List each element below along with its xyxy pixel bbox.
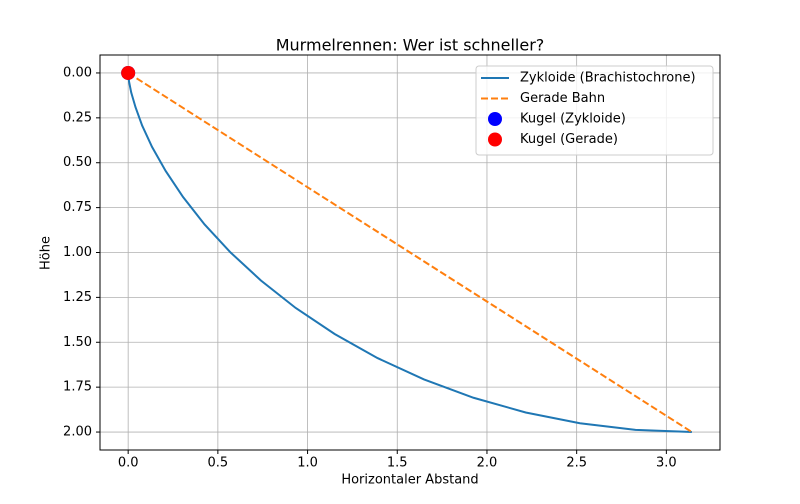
- y-tick-label: 0.75: [63, 200, 92, 215]
- legend-label: Kugel (Zykloide): [520, 112, 626, 127]
- chart-title: Murmelrennen: Wer ist schneller?: [276, 36, 545, 55]
- marker: [121, 65, 136, 80]
- x-tick-label: 2.5: [566, 456, 587, 471]
- series-line: [127, 72, 692, 434]
- y-tick-label: 1.25: [63, 290, 92, 305]
- x-axis-label: Horizontaler Abstand: [341, 473, 478, 488]
- legend-box: [475, 65, 714, 156]
- y-tick-label: 0.25: [63, 110, 92, 125]
- legend-marker: [488, 132, 502, 147]
- y-axis-label: Höhe: [39, 236, 54, 270]
- x-tick-label: 1.0: [297, 456, 318, 471]
- x-tick-label: 3.0: [656, 456, 677, 471]
- legend-marker: [488, 112, 502, 126]
- y-tick-label: 1.50: [63, 335, 92, 350]
- y-tick-label: 1.75: [63, 380, 92, 395]
- y-tick-label: 0.50: [63, 155, 92, 170]
- y-tick-label: 0.00: [63, 65, 92, 80]
- x-tick-label: 2.0: [477, 456, 498, 471]
- x-tick-label: 0.5: [208, 456, 229, 471]
- x-tick-label: 0.0: [118, 456, 139, 471]
- legend-label: Kugel (Gerade): [520, 132, 618, 147]
- legend-label: Gerade Bahn: [520, 91, 605, 106]
- series-line: [127, 72, 693, 433]
- legend-label: Zykloide (Brachistochrone): [520, 71, 696, 86]
- y-tick-label: 1.00: [63, 245, 92, 260]
- plot-frame: [99, 54, 721, 451]
- y-tick-label: 2.00: [63, 425, 92, 440]
- x-tick-label: 1.5: [387, 456, 408, 471]
